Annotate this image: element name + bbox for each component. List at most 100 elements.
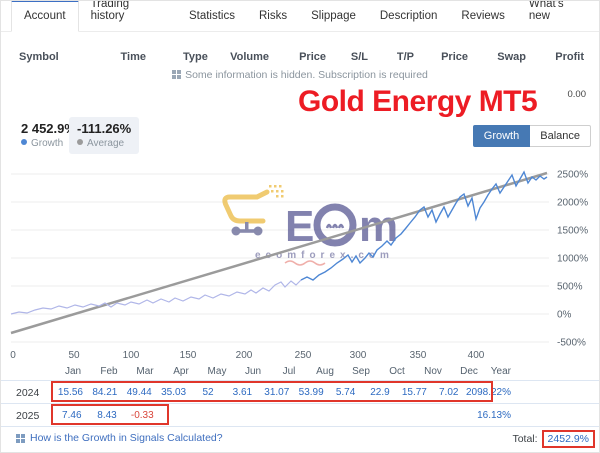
growth-line-early	[10, 279, 302, 315]
month-header: May	[207, 365, 227, 377]
svg-text:500%: 500%	[557, 282, 583, 293]
row-year-label: 2024	[16, 386, 40, 399]
row-divider	[1, 403, 599, 404]
month-header: Jul	[282, 365, 296, 377]
signal-title-watermark: Gold Energy MT5	[298, 85, 538, 118]
row-year-label: 2025	[16, 409, 40, 422]
col-symbol: Symbol	[19, 51, 59, 63]
tab-bar: Account Trading history Statistics Risks…	[1, 1, 599, 32]
growth-calculation-link-text: How is the Growth in Signals Calculated?	[30, 432, 223, 444]
svg-text:250: 250	[295, 350, 312, 361]
average-value: -111.26%	[77, 121, 132, 136]
x-axis-labels: 0 50 100 150 200 250 300 350 400	[10, 350, 485, 361]
month-header: Nov	[424, 365, 442, 377]
month-header: Oct	[389, 365, 405, 377]
month-value: 49.44	[126, 387, 152, 398]
svg-text:2000%: 2000%	[557, 198, 588, 209]
growth-value: 2 452.9%	[21, 121, 76, 136]
tab-risks[interactable]: Risks	[258, 10, 288, 22]
cart-icon	[222, 189, 270, 224]
total-label: Total:	[512, 433, 538, 445]
month-value: 53.99	[298, 387, 324, 398]
y-axis-labels: 2500% 2000% 1500% 1000% 500% 0% -500%	[557, 170, 588, 349]
grid-icon	[16, 433, 25, 443]
average-label: Average	[87, 138, 125, 149]
month-value: 15.77	[401, 387, 427, 398]
growth-stat[interactable]: 2 452.9% Growth	[13, 117, 84, 154]
col-profit: Profit	[555, 51, 584, 63]
year-total: 16.13%	[477, 410, 511, 421]
col-sl: S/L	[350, 51, 368, 63]
average-dot-icon	[77, 139, 83, 145]
subscription-notice: Some information is hidden. Subscription…	[1, 69, 599, 81]
col-swap: Swap	[497, 51, 526, 63]
tab-slippage[interactable]: Slippage	[311, 10, 356, 22]
tab-whats-new[interactable]: What's new	[528, 0, 564, 22]
svg-text:0%: 0%	[557, 310, 572, 321]
svg-text:200: 200	[236, 350, 253, 361]
average-line	[10, 171, 548, 335]
highlight-box-2025	[51, 404, 169, 425]
row-divider	[1, 380, 599, 381]
grid-icon	[172, 70, 182, 79]
col-volume: Volume	[230, 51, 269, 63]
month-value: 7.02	[439, 387, 459, 398]
table-row-2025: 2025 7.46 8.43 -0.33 16.13%	[1, 406, 599, 425]
month-value: 84.21	[92, 387, 118, 398]
svg-text:1500%: 1500%	[557, 226, 588, 237]
total-value: 2452.9%	[541, 430, 595, 448]
svg-text:400: 400	[468, 350, 485, 361]
year-total: 2098.22%	[465, 387, 511, 398]
brand-letter-o	[313, 203, 357, 247]
svg-text:1000%: 1000%	[557, 254, 588, 265]
month-value: 5.74	[335, 387, 356, 398]
brand-domain: ecomforex.com	[255, 250, 394, 261]
growth-label: Growth	[31, 138, 64, 149]
cart-wheels-icon	[231, 222, 263, 236]
svg-text:350: 350	[410, 350, 427, 361]
month-header: Jan	[64, 365, 82, 377]
tab-reviews[interactable]: Reviews	[461, 10, 505, 22]
month-header: Aug	[316, 365, 334, 377]
month-header: Feb	[100, 365, 118, 377]
red-squiggle	[284, 260, 326, 266]
month-header: Jun	[244, 365, 262, 377]
month-value: 31.07	[264, 387, 290, 398]
month-header: Dec	[460, 365, 478, 377]
svg-text:100: 100	[123, 350, 140, 361]
month-value: 22.9	[370, 387, 390, 398]
col-tp: T/P	[396, 51, 414, 63]
svg-text:2500%: 2500%	[557, 170, 588, 181]
month-value: 8.43	[97, 410, 117, 421]
month-value: 35.03	[161, 387, 187, 398]
svg-text:300: 300	[350, 350, 367, 361]
balance-button[interactable]: Balance	[530, 125, 591, 147]
chart-mode-toggle: Growth Balance	[472, 125, 591, 147]
col-time: Time	[120, 51, 146, 63]
cart-dots	[269, 185, 284, 198]
tab-statistics[interactable]: Statistics	[188, 10, 235, 22]
growth-line	[300, 170, 548, 281]
tab-description[interactable]: Description	[379, 10, 438, 22]
tab-account[interactable]: Account	[11, 1, 79, 32]
month-value: 7.46	[62, 410, 82, 421]
col-price: Price	[299, 51, 326, 63]
tab-trading-history[interactable]: Trading history	[90, 0, 130, 22]
month-header: Apr	[173, 365, 189, 377]
year-header: Year	[490, 365, 511, 377]
profit-total: 0.00	[567, 89, 587, 100]
growth-button[interactable]: Growth	[472, 125, 531, 147]
brand-o-waves	[325, 223, 345, 229]
svg-text:50: 50	[68, 350, 80, 361]
month-value-negative: -0.33	[130, 410, 154, 421]
growth-chart: 2500% 2000% 1500% 1000% 500% 0% -500% E …	[10, 170, 588, 362]
growth-dot-icon	[21, 139, 27, 145]
svg-text:150: 150	[180, 350, 197, 361]
month-value: 15.56	[57, 387, 83, 398]
col-price-close: Price	[441, 51, 468, 63]
svg-text:-500%: -500%	[557, 338, 586, 349]
month-value: 3.61	[232, 387, 253, 398]
growth-calculation-link[interactable]: How is the Growth in Signals Calculated?	[16, 432, 223, 444]
average-stat[interactable]: -111.26% Average	[69, 117, 140, 154]
